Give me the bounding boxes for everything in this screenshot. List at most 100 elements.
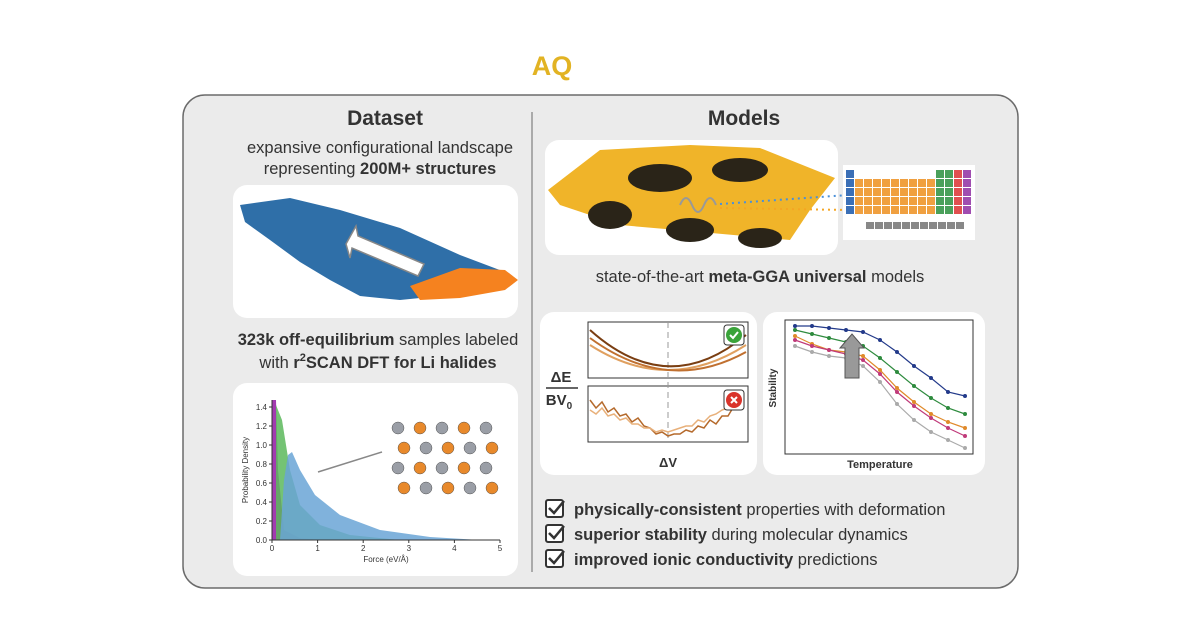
element-cell	[956, 222, 964, 229]
element-cell	[873, 179, 881, 187]
text-bold: SCAN DFT for Li halides	[306, 354, 497, 372]
text-bold: improved ionic conductivity	[574, 551, 794, 569]
element-cell	[909, 188, 917, 196]
element-cell	[855, 188, 863, 196]
series-dot	[827, 348, 831, 352]
atom	[419, 481, 433, 495]
section-title: Models	[708, 107, 780, 130]
caption: with r2SCAN DFT for Li halides	[258, 352, 496, 372]
text-bold: r	[293, 354, 300, 372]
atom	[457, 461, 471, 475]
atom	[463, 481, 477, 495]
series-dot	[844, 328, 848, 332]
element-cell	[846, 188, 854, 196]
series-dot	[929, 376, 933, 380]
series-dot	[793, 344, 797, 348]
x-tick-label: 2	[361, 544, 366, 553]
element-cell	[945, 179, 953, 187]
series-dot	[827, 354, 831, 358]
element-cell	[864, 188, 872, 196]
crystal	[385, 415, 495, 503]
series-dot	[963, 394, 967, 398]
series-dot	[963, 412, 967, 416]
series-dot	[793, 328, 797, 332]
y-tick-label: 0.2	[256, 517, 268, 526]
element-cell	[936, 170, 944, 178]
atom	[441, 441, 455, 455]
element-cell	[945, 170, 953, 178]
series-dot	[912, 404, 916, 408]
series-dot	[861, 354, 865, 358]
x-tick-label: 0	[270, 544, 275, 553]
subscript: 0	[567, 401, 573, 412]
checkbox	[545, 499, 564, 518]
element-cell	[846, 179, 854, 187]
element-cell	[846, 170, 854, 178]
element-cell	[891, 188, 899, 196]
atom	[435, 461, 449, 475]
y-axis-label: Probability Density	[241, 437, 250, 503]
element-cell	[909, 206, 917, 214]
pointer	[317, 451, 383, 473]
axis-label: Stability	[768, 368, 779, 407]
atom	[391, 421, 405, 435]
element-cell	[954, 197, 962, 205]
element-cell	[864, 179, 872, 187]
series-dot	[793, 324, 797, 328]
element-cell	[963, 197, 971, 205]
y-tick-label: 0.6	[256, 479, 268, 488]
curve	[589, 329, 747, 368]
element-cell	[929, 222, 937, 229]
atom	[413, 461, 427, 475]
text: BV	[546, 392, 567, 409]
series-dot	[929, 412, 933, 416]
atom	[485, 481, 499, 495]
text: with	[258, 354, 293, 372]
element-cell	[936, 197, 944, 205]
text: predictions	[793, 551, 877, 569]
element-cell	[873, 197, 881, 205]
element-cell	[855, 197, 863, 205]
series-dot	[929, 416, 933, 420]
series-dot	[963, 446, 967, 450]
logo: AQ	[532, 51, 573, 81]
y-tick-label: 0.8	[256, 460, 268, 469]
element-cell	[893, 222, 901, 229]
check-item: improved ionic conductivity predictions	[574, 551, 878, 569]
element-cell	[927, 206, 935, 214]
series-dot	[912, 364, 916, 368]
check-mark	[729, 331, 739, 340]
y-tick-label: 1.4	[256, 403, 268, 412]
x-tick-label: 1	[315, 544, 320, 553]
element-cell	[918, 197, 926, 205]
element-cell	[902, 222, 910, 229]
element-cell	[882, 188, 890, 196]
energy-plots	[587, 321, 749, 443]
histogram: 0 1 2 3 4 5 0.0 0.2 0.4 0.6 0.8 1.0 1.2 1.4 Force (eV/…	[241, 400, 503, 564]
trajectory	[679, 197, 717, 213]
curve	[589, 399, 741, 437]
series-dot	[912, 384, 916, 388]
element-cell	[911, 222, 919, 229]
element-cell	[936, 188, 944, 196]
series-dot	[810, 350, 814, 354]
atom	[479, 461, 493, 475]
check-icon	[726, 327, 742, 343]
series-dot	[895, 386, 899, 390]
y-tick-label: 1.2	[256, 422, 268, 431]
element-cell	[927, 188, 935, 196]
series-dot	[929, 430, 933, 434]
text: samples labeled	[394, 331, 518, 349]
series-dot	[895, 402, 899, 406]
element-cell	[954, 188, 962, 196]
series-dot	[861, 364, 865, 368]
checkbox	[545, 549, 564, 568]
atom	[391, 461, 405, 475]
axis-label: ΔE	[551, 369, 572, 386]
atom	[479, 421, 493, 435]
element-cell	[882, 206, 890, 214]
arrow	[838, 333, 866, 379]
text-bold: physically-consistent	[574, 501, 742, 519]
series-dot	[810, 324, 814, 328]
energy-surface	[548, 145, 849, 248]
